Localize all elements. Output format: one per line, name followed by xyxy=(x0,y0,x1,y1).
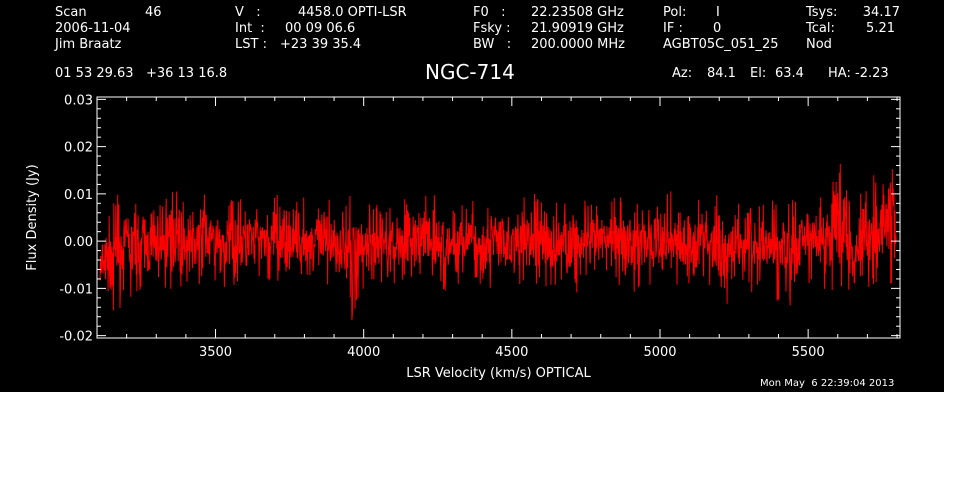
x-tick-label: 5000 xyxy=(643,345,676,360)
if-value: 0 xyxy=(713,21,722,36)
az-value: 84.1 xyxy=(707,66,736,81)
y-tick-label: -0.02 xyxy=(59,330,93,345)
int-label: Int : xyxy=(235,21,265,36)
velocity-label: V : xyxy=(235,5,261,20)
y-tick-label: 0.03 xyxy=(64,93,93,108)
pol-value: I xyxy=(716,5,720,20)
fsky-value: 21.90919 GHz xyxy=(531,21,624,36)
fsky-label: Fsky : xyxy=(473,21,511,36)
obs-date: 2006-11-04 xyxy=(55,21,131,36)
x-axis-label: LSR Velocity (km/s) OPTICAL xyxy=(406,366,591,381)
x-tick-label: 3500 xyxy=(199,345,232,360)
tsys-label: Tsys: xyxy=(806,5,838,20)
x-tick-label: 4000 xyxy=(347,345,380,360)
lst-label: LST : xyxy=(235,37,267,52)
spectrum-chart: 3500 4000 4500 5000 5500 -0.02 -0.01 0.00 0.01 0.… xyxy=(25,93,901,381)
bw-label: BW : xyxy=(473,37,512,52)
tsys-value: 34.17 xyxy=(862,5,900,20)
coordinates: 01 53 29.63 +36 13 16.8 xyxy=(55,66,228,81)
plot-panel: Scan 46 V : 4458.0 OPTI-LSR F0 : 22.2350… xyxy=(0,0,944,392)
observer-name: Jim Braatz xyxy=(55,37,122,52)
f0-value: 22.23508 GHz xyxy=(531,5,624,20)
tcal-label: Tcal: xyxy=(806,21,835,36)
lst-value: +23 39 35.4 xyxy=(280,37,362,52)
if-label: IF : xyxy=(663,21,683,36)
y-axis-label: Flux Density (Jy) xyxy=(25,164,40,270)
scan-label: Scan xyxy=(55,5,87,20)
x-tick-label: 5500 xyxy=(792,345,825,360)
f0-label: F0 : xyxy=(473,5,506,20)
tcal-value: 5.21 xyxy=(866,21,895,36)
spectrum-series-line xyxy=(99,163,897,321)
az-label: Az: xyxy=(672,66,693,81)
project-id: AGBT05C_051_25 xyxy=(663,37,779,52)
y-tick-label: -0.01 xyxy=(59,282,93,297)
source-name: NGC-714 xyxy=(425,60,515,84)
y-tick-label: 0.02 xyxy=(64,141,93,156)
bw-value: 200.0000 MHz xyxy=(531,37,625,52)
el-value: 63.4 xyxy=(775,66,804,81)
pol-label: Pol: xyxy=(663,5,687,20)
ha-value: -2.23 xyxy=(855,66,889,81)
plot-timestamp: Mon May 6 22:39:04 2013 xyxy=(760,378,895,389)
el-label: El: xyxy=(750,66,767,81)
x-tick-label: 4500 xyxy=(495,345,528,360)
int-value: 00 09 06.6 xyxy=(285,21,356,36)
plot-frame xyxy=(96,96,901,339)
scan-value: 46 xyxy=(145,5,162,20)
ha-label: HA: xyxy=(828,66,851,81)
y-tick-label: 0.01 xyxy=(64,188,93,203)
obs-mode: Nod xyxy=(806,37,832,52)
y-tick-label: 0.00 xyxy=(64,235,93,250)
velocity-value: 4458.0 OPTI-LSR xyxy=(298,5,407,20)
